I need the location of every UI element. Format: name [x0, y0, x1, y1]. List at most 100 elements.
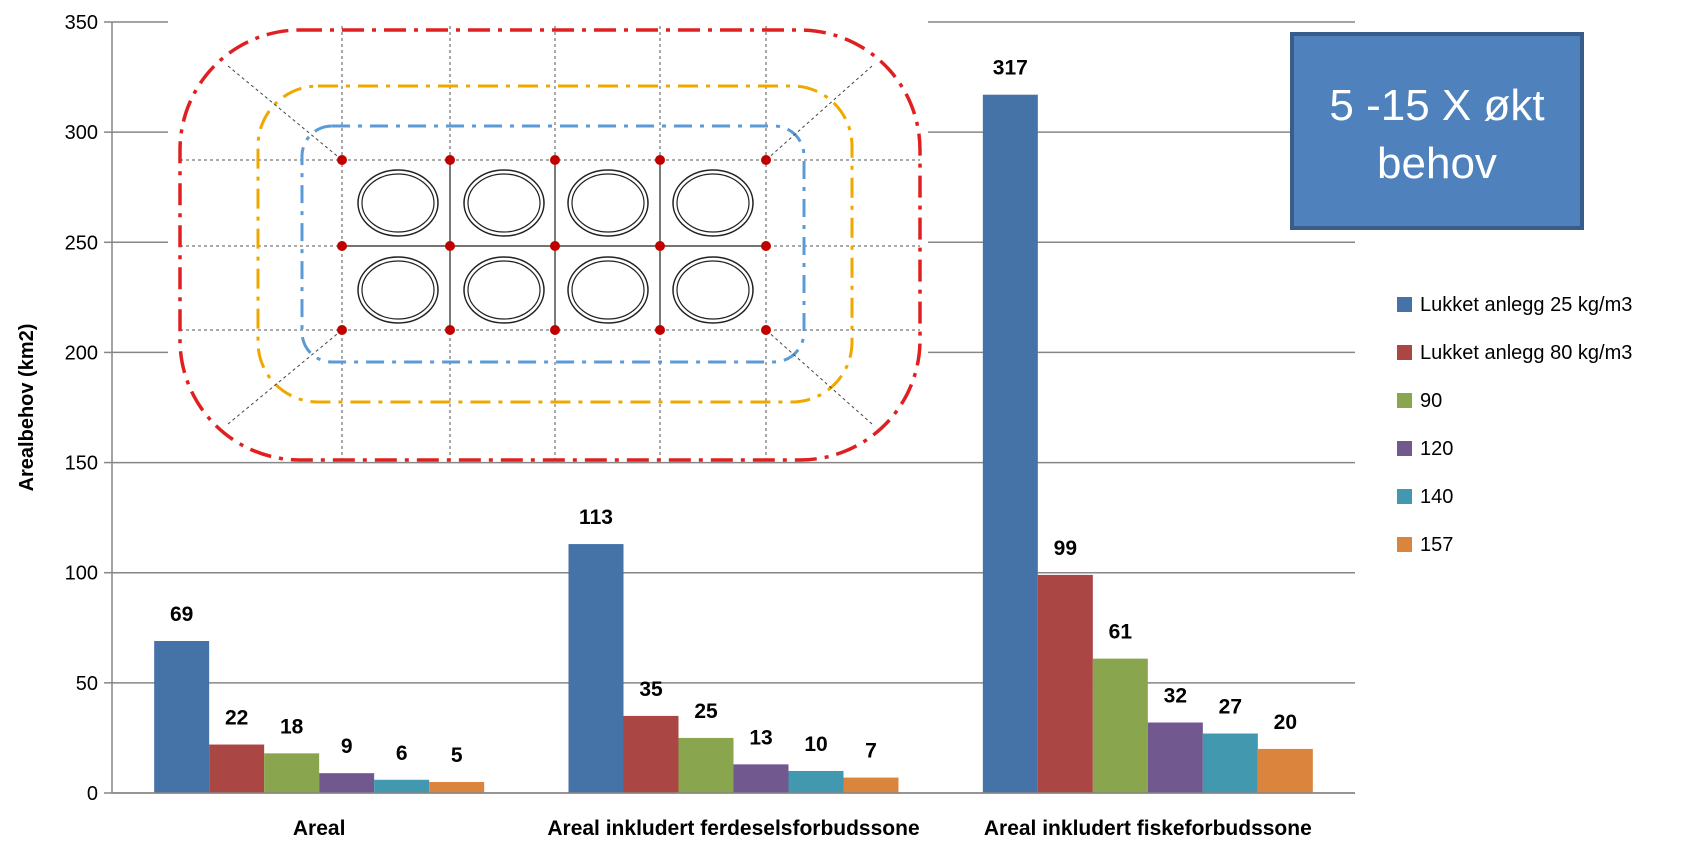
- data-label: 317: [993, 57, 1028, 80]
- legend-swatch: [1397, 297, 1412, 312]
- fish-cage-inner: [571, 173, 645, 233]
- x-category-label: Areal inkludert fiskeforbudssone: [984, 817, 1312, 840]
- legend-entry: 120: [1420, 438, 1453, 460]
- bar: [788, 770, 844, 793]
- legend-entry: 90: [1420, 390, 1442, 412]
- traffic-ban-zone-outline: [256, 84, 854, 404]
- increase-callout-box: 5 -15 X økt behov: [1290, 32, 1584, 230]
- callout-text-line2: behov: [1377, 139, 1497, 188]
- fish-cage-outer: [357, 169, 439, 237]
- bar: [982, 94, 1038, 794]
- mooring-point: [761, 155, 771, 165]
- mooring-point: [550, 155, 560, 165]
- bar: [678, 737, 734, 793]
- mooring-point: [550, 325, 560, 335]
- y-axis-label: Arealbehov (km2): [16, 324, 38, 492]
- mooring-point: [655, 325, 665, 335]
- fish-cage-outer: [672, 169, 754, 237]
- bar: [568, 544, 624, 793]
- diagram-background: [168, 20, 928, 460]
- data-label: 5: [451, 744, 463, 767]
- bar: [429, 781, 485, 793]
- y-tick-label: 50: [76, 673, 98, 695]
- bar: [1257, 748, 1313, 793]
- data-label: 35: [639, 678, 663, 701]
- fish-cage-outer: [567, 256, 649, 324]
- legend-swatch: [1397, 489, 1412, 504]
- y-tick-label: 250: [65, 232, 98, 254]
- fish-cage-outer: [463, 169, 545, 237]
- mooring-point: [655, 155, 665, 165]
- bar: [264, 753, 320, 793]
- fish-cage-outer: [672, 256, 754, 324]
- cage-layout-diagram: [168, 20, 928, 462]
- bar: [154, 641, 210, 793]
- legend-entry: 140: [1420, 486, 1453, 508]
- bar: [374, 779, 430, 793]
- diagram-diagonal-lines: [227, 65, 873, 425]
- y-tick-label: 300: [65, 122, 98, 144]
- fish-cage-inner: [571, 260, 645, 320]
- mooring-point: [550, 241, 560, 251]
- mooring-point: [761, 241, 771, 251]
- fish-cage-inner: [676, 173, 750, 233]
- data-label: 61: [1109, 621, 1133, 644]
- mooring-points: [337, 155, 771, 335]
- callout-text-line1: 5 -15 X økt: [1329, 81, 1544, 130]
- data-label: 20: [1274, 711, 1297, 734]
- y-tick-label: 200: [65, 342, 98, 364]
- fish-cage-inner: [361, 260, 435, 320]
- y-tick-label: 350: [65, 12, 98, 34]
- fish-cage-inner: [676, 260, 750, 320]
- bar: [1147, 722, 1203, 793]
- legend-entry: Lukket anlegg 80 kg/m3: [1420, 342, 1632, 364]
- fish-cage-inner: [467, 260, 541, 320]
- x-category-labels: Areal Areal inkludert ferdeselsforbudsson…: [293, 817, 1312, 840]
- legend-swatch: [1397, 441, 1412, 456]
- mooring-point: [655, 241, 665, 251]
- mooring-point: [337, 325, 347, 335]
- mooring-point: [761, 325, 771, 335]
- legend-entry: Lukket anlegg 25 kg/m3: [1420, 294, 1632, 316]
- legend-swatch: [1397, 345, 1412, 360]
- fish-cage-inner: [361, 173, 435, 233]
- fish-cage-outer: [357, 256, 439, 324]
- mooring-point: [445, 241, 455, 251]
- data-label: 7: [865, 740, 877, 763]
- bar: [1092, 658, 1148, 793]
- data-label: 32: [1164, 685, 1187, 708]
- x-category-label: Areal inkludert ferdeselsforbudssone: [547, 817, 919, 840]
- x-category-label: Areal: [293, 817, 346, 840]
- diagram-diagonal-line: [227, 65, 343, 161]
- data-label: 10: [804, 733, 827, 756]
- mooring-point: [337, 241, 347, 251]
- fishing-ban-zone-outline: [178, 28, 922, 462]
- data-label: 113: [579, 506, 613, 529]
- bar: [1037, 574, 1093, 793]
- data-label: 99: [1054, 537, 1077, 560]
- data-label: 9: [341, 735, 353, 758]
- data-label: 69: [170, 603, 193, 626]
- bar: [733, 764, 789, 793]
- y-tick-label: 100: [65, 563, 98, 585]
- bar: [623, 715, 679, 793]
- mooring-point: [445, 325, 455, 335]
- bar: [1202, 733, 1258, 793]
- bar: [209, 744, 265, 793]
- data-label: 6: [396, 742, 408, 765]
- mooring-point: [337, 155, 347, 165]
- fish-cage-outer: [567, 169, 649, 237]
- data-label: 13: [749, 726, 772, 749]
- fish-cage-inner: [467, 173, 541, 233]
- legend: Lukket anlegg 25 kg/m3 Lukket anlegg 80 k…: [1397, 294, 1632, 556]
- legend-swatch: [1397, 537, 1412, 552]
- y-tick-labels: 0 50 100 150 200 250 300 350: [65, 12, 98, 805]
- y-tick-label: 150: [65, 453, 98, 475]
- data-label: 22: [225, 707, 248, 730]
- data-label: 25: [694, 700, 718, 723]
- bar: [843, 777, 899, 793]
- data-labels: 69 22 18 9 6 5 113 35 25 13 10 7 317 99 61 32 27 20: [170, 57, 1297, 767]
- y-tick-label: 0: [87, 783, 98, 805]
